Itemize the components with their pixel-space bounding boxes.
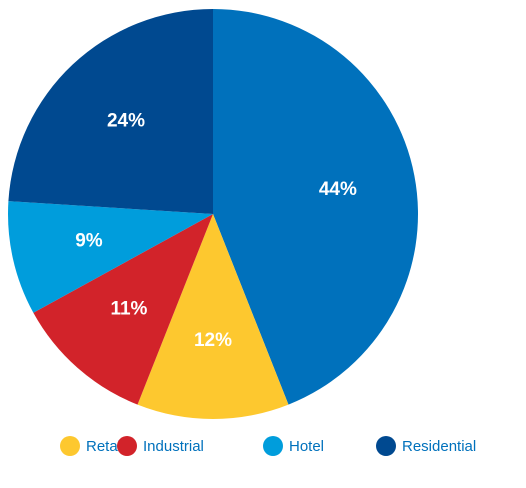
data-label: 24% — [107, 110, 145, 131]
pie-slice — [8, 9, 213, 214]
data-label: 44% — [319, 179, 357, 200]
data-label: 12% — [194, 330, 232, 351]
data-label: 9% — [75, 231, 103, 252]
legend-label: Retail — [86, 438, 124, 455]
data-label: 11% — [110, 298, 147, 319]
legend-swatch — [263, 436, 283, 456]
legend-swatch — [60, 436, 80, 456]
legend-swatch — [376, 436, 396, 456]
legend-label: Residential — [402, 438, 476, 455]
pie-slice — [213, 9, 419, 405]
pie-slice — [137, 214, 289, 419]
pie-slice — [8, 201, 214, 313]
pie-slice — [33, 214, 213, 405]
legend-label: Industrial — [143, 438, 204, 455]
legend-swatch — [117, 436, 137, 456]
legend-label: Hotel — [289, 438, 324, 455]
